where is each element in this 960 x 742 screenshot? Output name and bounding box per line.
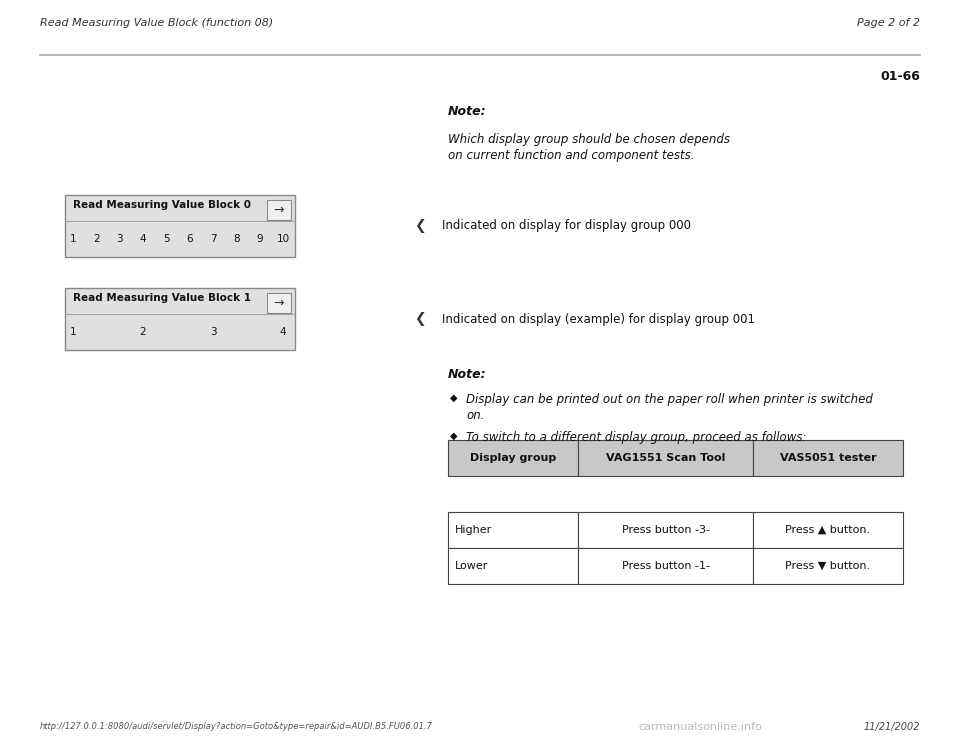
Text: Note:: Note:	[448, 368, 487, 381]
FancyBboxPatch shape	[448, 512, 578, 548]
Text: 11/21/2002: 11/21/2002	[863, 722, 920, 732]
Text: Display group: Display group	[469, 453, 556, 463]
FancyBboxPatch shape	[448, 548, 578, 584]
FancyBboxPatch shape	[578, 440, 753, 476]
Text: 7: 7	[209, 234, 216, 244]
Text: 4: 4	[140, 234, 146, 244]
Text: Read Measuring Value Block 0: Read Measuring Value Block 0	[73, 200, 251, 210]
Text: →: →	[274, 203, 284, 217]
FancyBboxPatch shape	[578, 512, 753, 548]
Text: Indicated on display (example) for display group 001: Indicated on display (example) for displ…	[442, 312, 755, 326]
FancyBboxPatch shape	[753, 440, 903, 476]
Text: 10: 10	[276, 234, 290, 244]
FancyBboxPatch shape	[578, 548, 753, 584]
Text: 01-66: 01-66	[880, 70, 920, 83]
Text: Press ▼ button.: Press ▼ button.	[785, 561, 871, 571]
Text: 3: 3	[116, 234, 123, 244]
Text: 1: 1	[70, 327, 76, 337]
Text: Page 2 of 2: Page 2 of 2	[857, 18, 920, 28]
Text: 5: 5	[163, 234, 170, 244]
Text: carmanualsonline.info: carmanualsonline.info	[638, 722, 762, 732]
Text: on.: on.	[466, 409, 485, 422]
Text: Press button -1-: Press button -1-	[621, 561, 709, 571]
FancyBboxPatch shape	[65, 288, 295, 350]
Text: ❮: ❮	[414, 312, 426, 326]
FancyBboxPatch shape	[753, 548, 903, 584]
Text: 2: 2	[93, 234, 100, 244]
Text: VAG1551 Scan Tool: VAG1551 Scan Tool	[606, 453, 725, 463]
Text: http://127.0.0.1:8080/audi/servlet/Display?action=Goto&type=repair&id=AUDI.B5.FU: http://127.0.0.1:8080/audi/servlet/Displ…	[40, 722, 433, 731]
Text: 4: 4	[279, 327, 286, 337]
Text: ◆: ◆	[450, 431, 458, 441]
Text: Display can be printed out on the paper roll when printer is switched: Display can be printed out on the paper …	[466, 393, 873, 406]
Text: Note:: Note:	[448, 105, 487, 118]
Text: Which display group should be chosen depends: Which display group should be chosen dep…	[448, 133, 730, 146]
Text: Press button -3-: Press button -3-	[621, 525, 709, 535]
Text: Read Measuring Value Block 1: Read Measuring Value Block 1	[73, 293, 251, 303]
Text: Read Measuring Value Block (function 08): Read Measuring Value Block (function 08)	[40, 18, 274, 28]
FancyBboxPatch shape	[267, 200, 291, 220]
Text: ◆: ◆	[450, 393, 458, 403]
FancyBboxPatch shape	[65, 195, 295, 257]
Text: 8: 8	[233, 234, 240, 244]
Text: To switch to a different display group, proceed as follows:: To switch to a different display group, …	[466, 431, 806, 444]
Text: Press ▲ button.: Press ▲ button.	[785, 525, 871, 535]
Text: 6: 6	[186, 234, 193, 244]
Text: Indicated on display for display group 000: Indicated on display for display group 0…	[442, 220, 691, 232]
Text: Higher: Higher	[455, 525, 492, 535]
FancyBboxPatch shape	[448, 440, 578, 476]
Text: 2: 2	[140, 327, 146, 337]
Text: 9: 9	[256, 234, 263, 244]
Text: 1: 1	[70, 234, 76, 244]
Text: →: →	[274, 297, 284, 309]
FancyBboxPatch shape	[267, 293, 291, 313]
Text: VAS5051 tester: VAS5051 tester	[780, 453, 876, 463]
FancyBboxPatch shape	[753, 512, 903, 548]
Text: 3: 3	[209, 327, 216, 337]
Text: Lower: Lower	[455, 561, 489, 571]
Text: on current function and component tests.: on current function and component tests.	[448, 149, 694, 162]
Text: ❮: ❮	[414, 219, 426, 233]
